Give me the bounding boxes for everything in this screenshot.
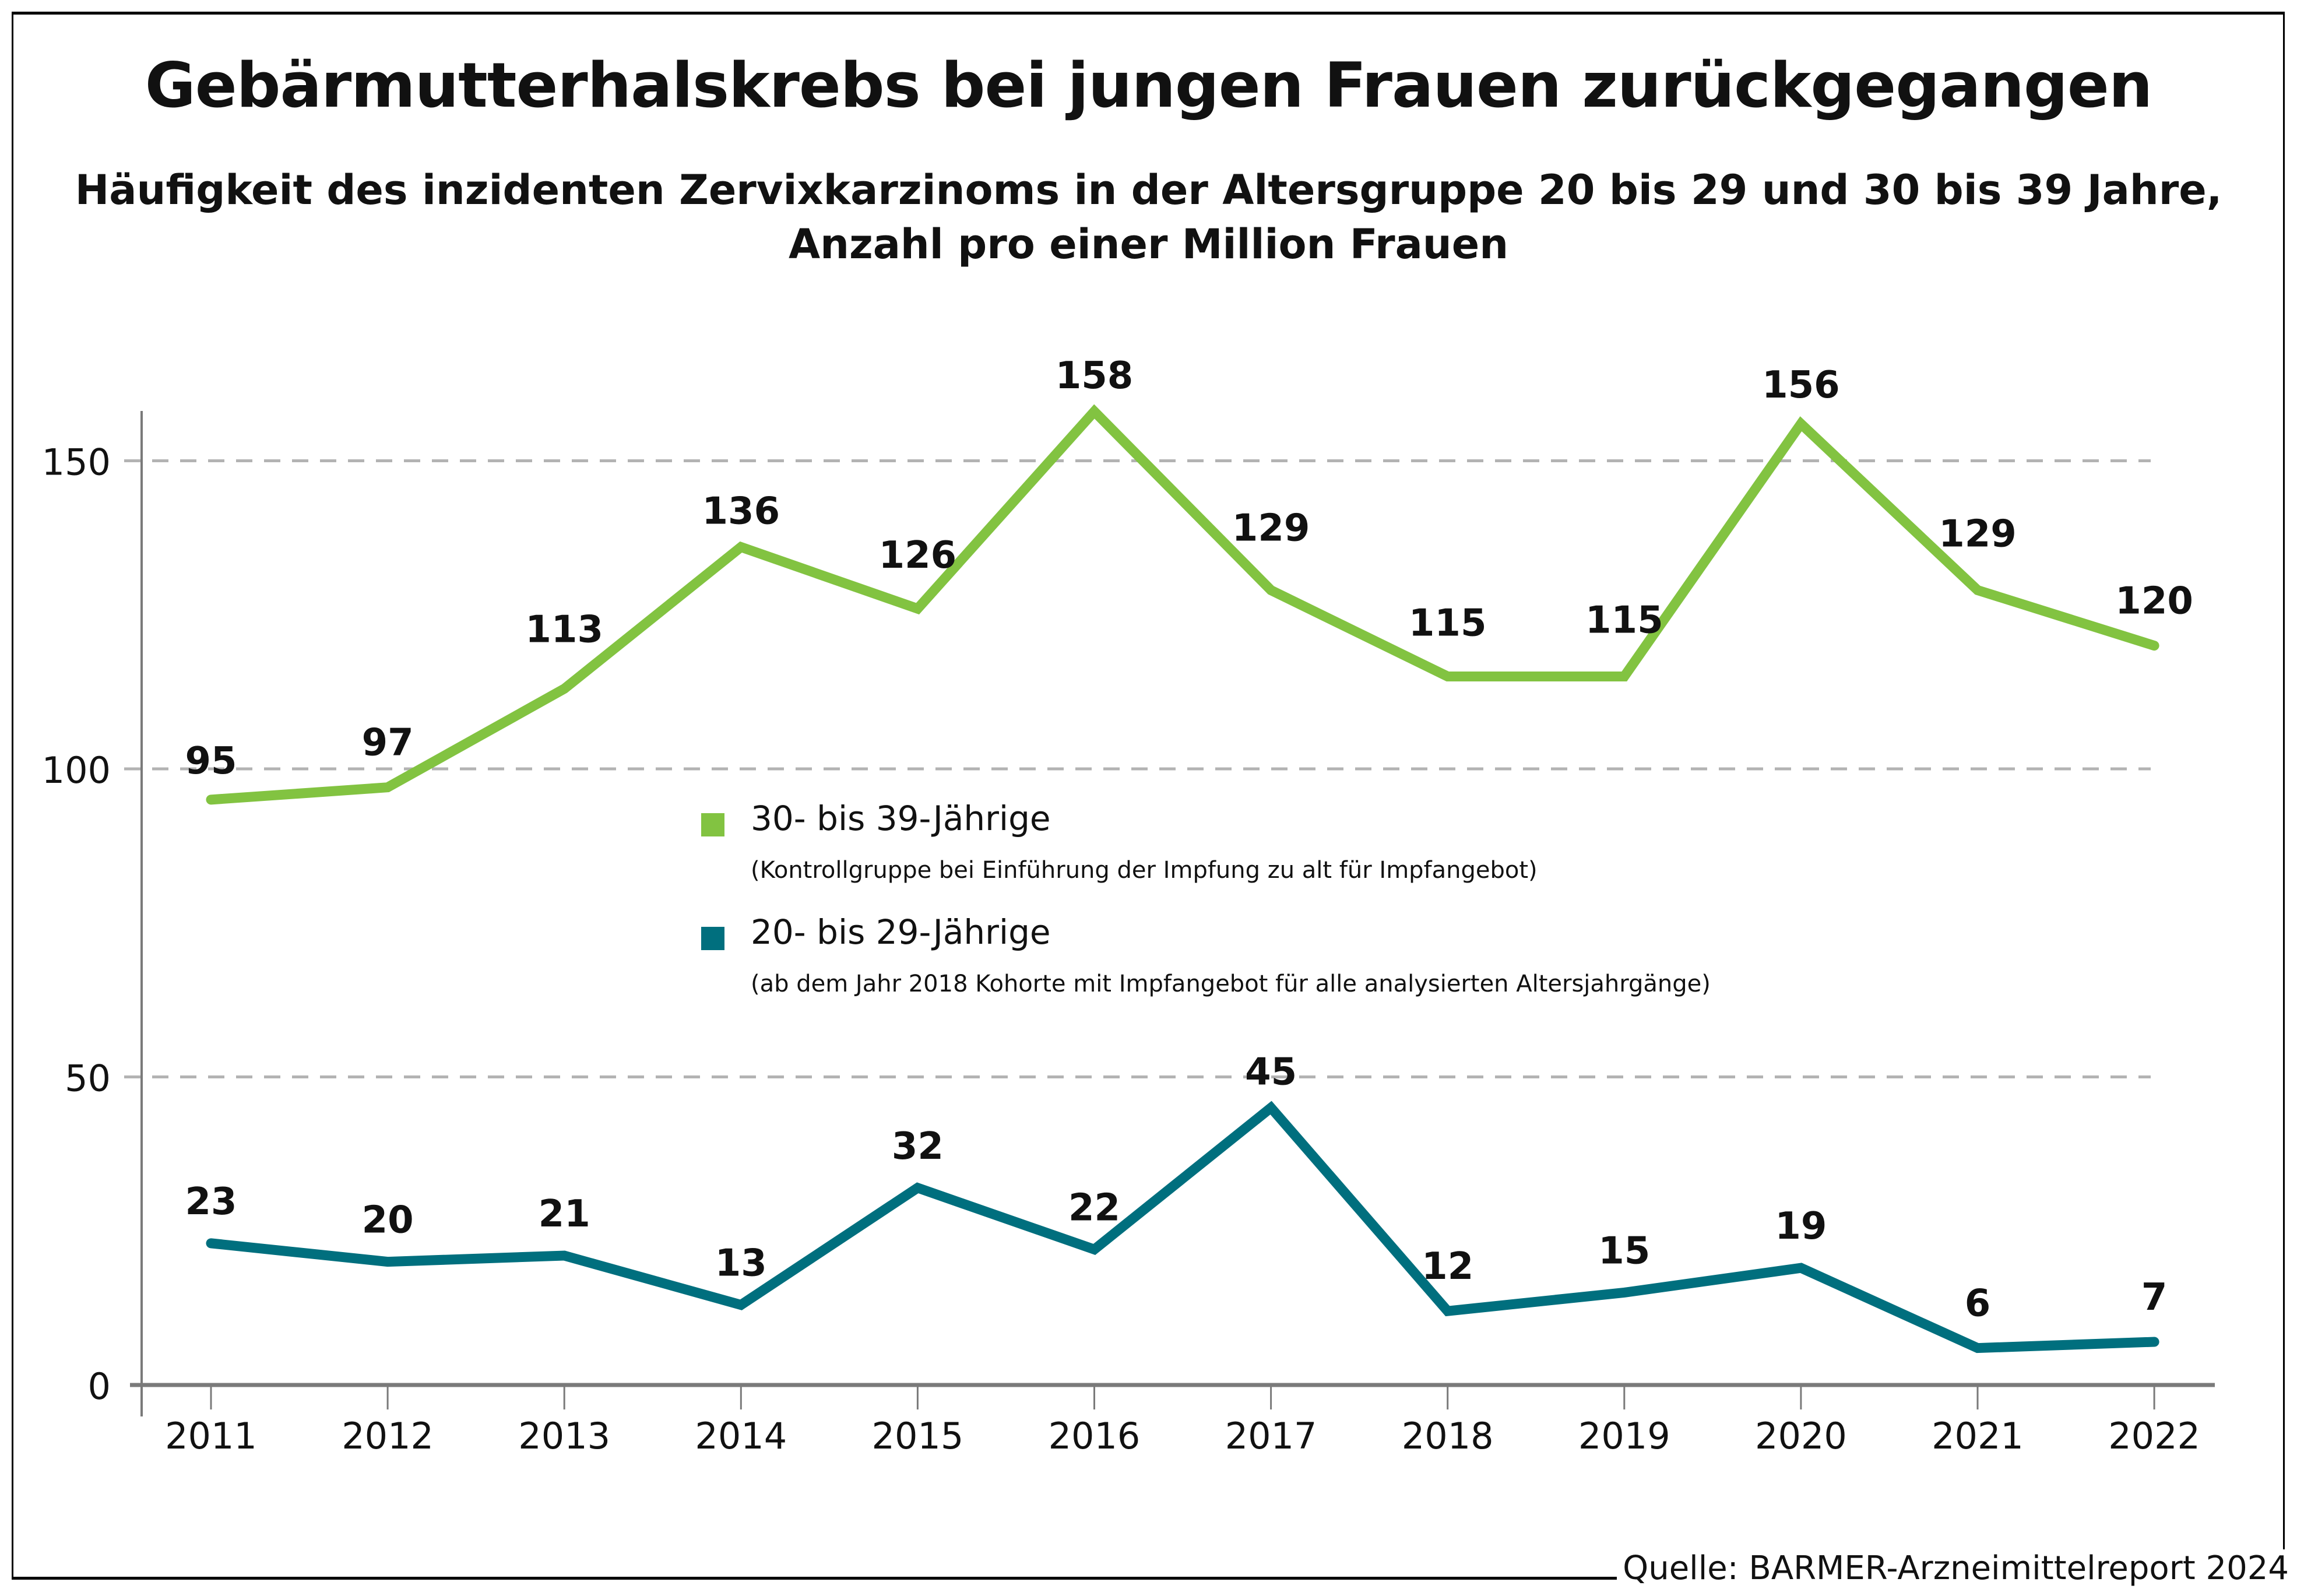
x-tick-label-2019: 2019 <box>1578 1415 1670 1457</box>
data-point-30-39-2020 <box>1800 423 1802 425</box>
data-point-20-29-2014 <box>740 1304 742 1306</box>
data-point-30-39-2022 <box>2154 645 2155 646</box>
data-point-20-29-2020 <box>1800 1267 1802 1269</box>
x-tick-label-2013: 2013 <box>518 1415 610 1457</box>
data-point-30-39-2014 <box>740 546 742 548</box>
legend-note-20-29: (ab dem Jahr 2018 Kohorte mit Impfangebo… <box>751 971 1711 997</box>
legend-swatch-20-29 <box>701 927 724 950</box>
data-point-20-29-2013 <box>564 1255 565 1257</box>
chart-subtitle-line-2: Anzahl pro einer Million Frauen <box>788 220 1509 268</box>
x-tick-label-2020: 2020 <box>1755 1415 1847 1457</box>
data-label-30-39-2019: 115 <box>1585 599 1663 642</box>
data-point-30-39-2012 <box>387 786 389 788</box>
data-point-20-29-2015 <box>917 1187 919 1189</box>
data-point-20-29-2021 <box>1977 1347 1978 1349</box>
data-point-30-39-2015 <box>917 608 919 610</box>
x-tick-label-2014: 2014 <box>695 1415 787 1457</box>
x-tick-label-2016: 2016 <box>1049 1415 1141 1457</box>
data-label-20-29-2016: 22 <box>1068 1186 1120 1229</box>
legend-label-30-39: 30- bis 39-Jährige <box>751 799 1051 838</box>
data-label-30-39-2018: 115 <box>1409 602 1487 645</box>
data-point-20-29-2022 <box>2154 1341 2155 1343</box>
legend-swatch-30-39 <box>701 813 724 836</box>
data-label-20-29-2011: 23 <box>185 1180 237 1224</box>
data-label-30-39-2017: 129 <box>1232 507 1310 550</box>
y-tick-label-50: 50 <box>65 1057 111 1100</box>
data-label-30-39-2014: 136 <box>702 490 780 533</box>
data-point-20-29-2011 <box>210 1242 212 1244</box>
y-tick-label-100: 100 <box>42 749 111 792</box>
data-label-20-29-2020: 19 <box>1775 1205 1827 1248</box>
data-point-20-29-2017 <box>1270 1107 1272 1109</box>
legend-label-20-29: 20- bis 29-Jährige <box>751 912 1051 952</box>
data-label-30-39-2015: 126 <box>879 534 957 577</box>
y-tick-label-0: 0 <box>88 1365 111 1408</box>
data-label-20-29-2019: 15 <box>1598 1229 1650 1272</box>
x-tick-label-2017: 2017 <box>1225 1415 1317 1457</box>
data-point-30-39-2011 <box>210 799 212 800</box>
data-label-20-29-2022: 7 <box>2141 1276 2168 1319</box>
x-tick-label-2011: 2011 <box>165 1415 257 1457</box>
data-label-20-29-2017: 45 <box>1245 1050 1297 1094</box>
data-label-30-39-2020: 156 <box>1762 364 1840 407</box>
data-point-30-39-2021 <box>1977 589 1978 591</box>
series-line-20-29 <box>206 1101 2159 1354</box>
data-point-30-39-2018 <box>1447 676 1448 677</box>
data-label-20-29-2015: 32 <box>892 1125 944 1168</box>
data-point-30-39-2013 <box>564 688 565 690</box>
y-tick-label-150: 150 <box>42 441 111 484</box>
data-point-20-29-2019 <box>1623 1292 1625 1293</box>
data-point-20-29-2018 <box>1447 1310 1448 1312</box>
data-point-30-39-2017 <box>1270 589 1272 591</box>
data-label-30-39-2016: 158 <box>1056 354 1134 398</box>
data-label-30-39-2013: 113 <box>525 609 603 652</box>
data-label-20-29-2018: 12 <box>1422 1245 1473 1288</box>
chart-subtitle-line-1: Häufigkeit des inzidenten Zervixkarzinom… <box>75 166 2222 214</box>
x-tick-label-2021: 2021 <box>1932 1415 2024 1457</box>
source-note: Quelle: BARMER-Arzneimittelreport 2024 <box>1617 1549 2289 1587</box>
data-label-30-39-2011: 95 <box>185 740 237 783</box>
data-point-20-29-2016 <box>1093 1249 1095 1250</box>
x-tick-label-2015: 2015 <box>872 1415 964 1457</box>
data-label-30-39-2021: 129 <box>1939 512 2017 556</box>
data-label-30-39-2012: 97 <box>362 722 414 765</box>
x-tick-label-2022: 2022 <box>2108 1415 2200 1457</box>
data-label-20-29-2021: 6 <box>1965 1282 1991 1326</box>
data-label-20-29-2012: 20 <box>362 1199 414 1242</box>
legend-note-30-39: (Kontrollgruppe bei Einführung der Impfu… <box>751 857 1538 884</box>
data-label-20-29-2014: 13 <box>715 1242 767 1285</box>
data-label-20-29-2013: 21 <box>539 1193 590 1236</box>
series-line-30-39 <box>206 404 2159 805</box>
data-point-30-39-2016 <box>1093 410 1095 412</box>
chart-title: Gebärmutterhalskrebs bei jungen Frauen z… <box>145 50 2153 121</box>
chart-frame <box>12 12 2285 1580</box>
data-label-30-39-2022: 120 <box>2115 580 2193 623</box>
data-point-30-39-2019 <box>1623 676 1625 677</box>
data-point-20-29-2012 <box>387 1261 389 1263</box>
x-tick-label-2018: 2018 <box>1402 1415 1494 1457</box>
x-tick-label-2012: 2012 <box>342 1415 434 1457</box>
